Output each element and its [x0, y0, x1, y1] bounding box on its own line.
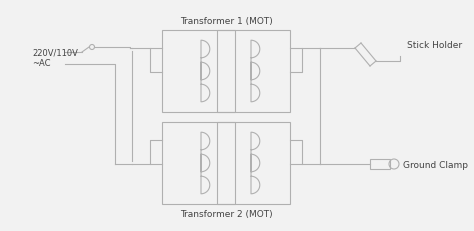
- Bar: [217, 122, 235, 204]
- Text: 220V/110V
~AC: 220V/110V ~AC: [32, 48, 78, 68]
- Bar: [370, 159, 390, 169]
- Bar: [217, 30, 235, 112]
- Text: Transformer 1 (MOT): Transformer 1 (MOT): [180, 17, 273, 26]
- Text: Transformer 2 (MOT): Transformer 2 (MOT): [180, 210, 272, 219]
- Bar: [162, 122, 290, 204]
- Bar: [162, 30, 290, 112]
- Text: Stick Holder: Stick Holder: [407, 42, 462, 51]
- Text: Ground Clamp: Ground Clamp: [403, 161, 468, 170]
